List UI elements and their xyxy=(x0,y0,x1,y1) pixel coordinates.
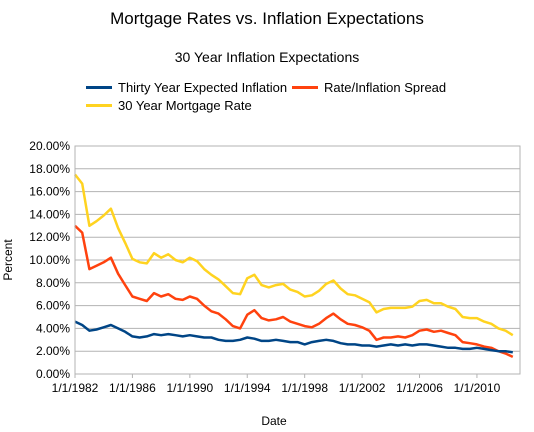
legend-swatch-mortgage-rate xyxy=(86,104,112,107)
x-tick-label: 1/1/2002 xyxy=(339,381,386,395)
legend-item-expected-inflation: Thirty Year Expected Inflation xyxy=(86,80,287,95)
legend-item-mortgage-rate: 30 Year Mortgage Rate xyxy=(86,98,252,113)
legend-swatch-spread xyxy=(292,86,318,89)
x-tick-label: 1/1/1982 xyxy=(52,381,99,395)
y-tick-label: 10.00% xyxy=(29,253,70,267)
y-tick-label: 6.00% xyxy=(36,299,70,313)
chart-title: Mortgage Rates vs. Inflation Expectation… xyxy=(110,9,424,28)
x-tick-label: 1/1/2010 xyxy=(454,381,501,395)
y-tick-label: 20.00% xyxy=(29,139,70,153)
y-tick-label: 4.00% xyxy=(36,321,70,335)
x-tick-label: 1/1/1986 xyxy=(109,381,156,395)
y-tick-label: 18.00% xyxy=(29,162,70,176)
legend-label-spread: Rate/Inflation Spread xyxy=(324,80,447,95)
series-line-mortgage-rate xyxy=(74,173,514,337)
x-tick-label: 1/1/1994 xyxy=(224,381,271,395)
y-tick-label: 0.00% xyxy=(36,367,70,381)
legend-item-spread: Rate/Inflation Spread xyxy=(292,80,446,95)
legend-label-expected-inflation: Thirty Year Expected Inflation xyxy=(118,80,288,95)
chart-subtitle: 30 Year Inflation Expectations xyxy=(174,49,360,65)
y-tick-label: 12.00% xyxy=(29,230,70,244)
x-tick-label: 1/1/2006 xyxy=(396,381,443,395)
legend-label-mortgage-rate: 30 Year Mortgage Rate xyxy=(118,98,252,113)
series-lines xyxy=(74,173,514,359)
gridlines xyxy=(75,145,520,375)
y-tick-label: 14.00% xyxy=(29,207,70,221)
x-axis-label: Date xyxy=(261,414,287,428)
y-axis-label: Percent xyxy=(1,239,15,281)
x-axis-ticks: 1/1/1982 1/1/1986 1/1/1990 1/1/1994 1/1/1998… xyxy=(52,374,501,395)
legend-swatch-expected-inflation xyxy=(86,86,112,89)
series-line-spread xyxy=(74,224,514,359)
x-tick-label: 1/1/1990 xyxy=(166,381,213,395)
y-axis-ticks: 0.00% 2.00% 4.00% 6.00% 8.00% 10.00% 12.00% 14.… xyxy=(29,139,70,381)
y-tick-label: 8.00% xyxy=(36,276,70,290)
series-line-expected-inflation xyxy=(74,320,513,354)
y-tick-label: 16.00% xyxy=(29,185,70,199)
y-tick-label: 2.00% xyxy=(36,344,70,358)
plot-frame xyxy=(74,145,521,375)
x-tick-label: 1/1/1998 xyxy=(281,381,328,395)
